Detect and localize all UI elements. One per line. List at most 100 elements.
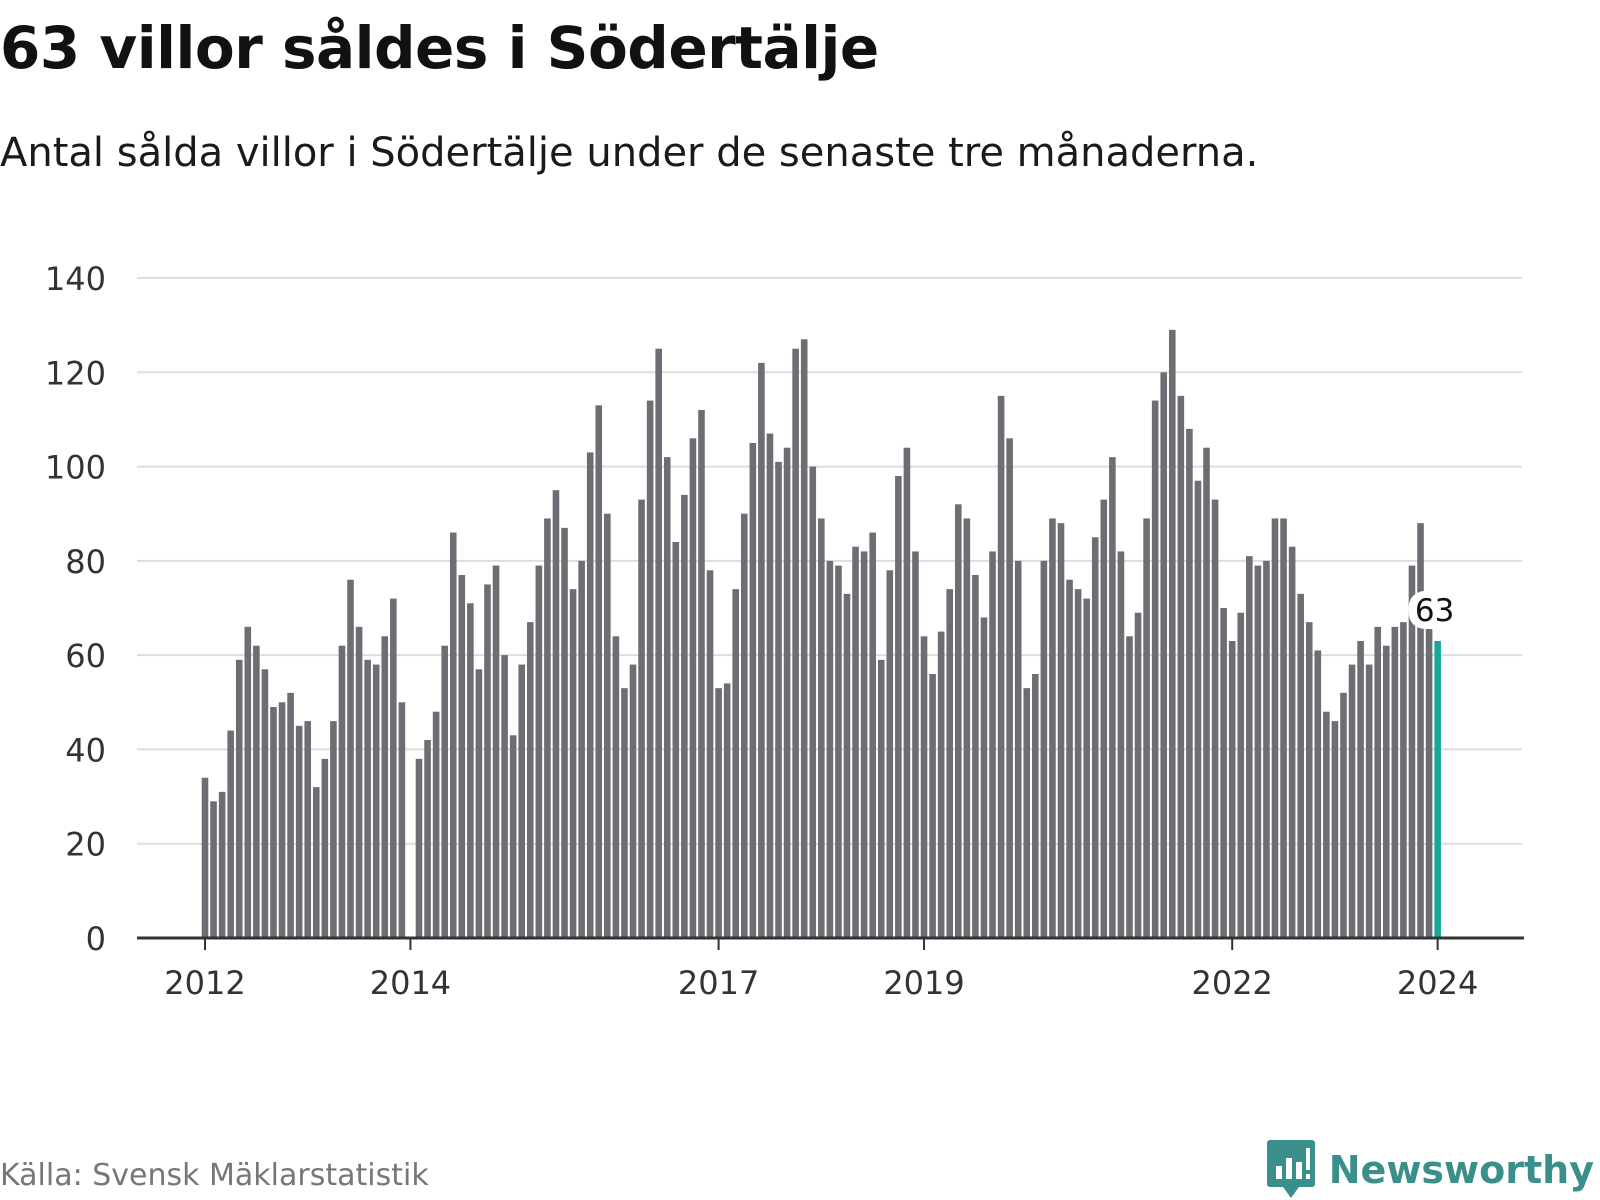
bar: [835, 565, 842, 938]
x-tick-label: 2019: [883, 964, 964, 1002]
bar: [227, 730, 234, 938]
bar: [1109, 457, 1116, 938]
bar: [287, 692, 294, 938]
bar: [330, 721, 337, 938]
bar: [843, 593, 851, 938]
bar: [877, 659, 885, 938]
x-tick-label: 2014: [370, 964, 451, 1002]
bar: [655, 348, 662, 939]
x-tick-label: 2012: [164, 964, 245, 1002]
bar: [1100, 499, 1108, 938]
y-tick-label: 120: [45, 354, 106, 392]
bar: [210, 801, 217, 938]
bar: [1288, 546, 1296, 938]
bar: [663, 457, 671, 938]
bar: [295, 725, 303, 938]
bar: [509, 735, 517, 938]
bar: [860, 551, 868, 938]
bar: [526, 622, 534, 938]
bar: [1091, 537, 1099, 938]
bar: [424, 740, 431, 938]
callout-background: [1408, 591, 1461, 629]
bar: [980, 617, 988, 938]
bar: [997, 395, 1005, 938]
bar: [1032, 674, 1039, 938]
y-axis: 0 20 40 60 80 100 120 140: [45, 260, 106, 958]
bar: [1220, 608, 1227, 938]
highlight-callout: 63: [1408, 591, 1461, 629]
bar: [218, 791, 226, 938]
bar: [723, 683, 731, 938]
bar: [903, 447, 911, 938]
bar: [766, 433, 774, 938]
bar: [398, 702, 406, 938]
bar: [1417, 523, 1424, 938]
bar: [1323, 711, 1330, 938]
bar: [1365, 664, 1373, 938]
brand-logo[interactable]: Newsworthy: [1266, 1140, 1594, 1200]
bar: [1074, 589, 1082, 938]
bar: [355, 626, 363, 938]
bar: [929, 674, 936, 938]
bar: [800, 339, 808, 938]
bar: [1023, 688, 1031, 938]
bar: [535, 565, 543, 938]
bar: [595, 405, 603, 938]
x-tick-label: 2017: [678, 964, 759, 1002]
bar: [458, 575, 466, 938]
bar: [809, 466, 817, 938]
bar: [244, 626, 252, 938]
bar: [1049, 518, 1056, 938]
bar: [484, 584, 491, 938]
bar: [1340, 692, 1347, 938]
bar: [963, 518, 971, 938]
bar: [1357, 641, 1364, 938]
bar: [1271, 518, 1279, 938]
y-tick-label: 40: [65, 731, 106, 769]
bar: [1151, 400, 1159, 938]
bar: [304, 721, 312, 938]
bar: [475, 669, 483, 938]
bar: [390, 598, 397, 938]
bar: [698, 410, 705, 938]
bar: [1014, 560, 1022, 938]
bar: [1382, 645, 1390, 938]
chart-subtitle: Antal sålda villor i Södertälje under de…: [0, 130, 1259, 176]
bar: [1280, 518, 1287, 938]
bar: [1126, 636, 1133, 938]
bar: [954, 504, 962, 938]
bar: [783, 447, 791, 938]
bar: [1134, 612, 1142, 938]
bar: [1211, 499, 1219, 938]
bar: [1117, 551, 1125, 938]
bar: [441, 645, 448, 938]
bar: [629, 664, 637, 938]
bar: [946, 589, 954, 938]
bar: [1348, 664, 1356, 938]
bars: [201, 329, 1441, 939]
bar: [338, 645, 346, 938]
bar: [1040, 560, 1048, 938]
bar: [235, 659, 243, 938]
y-tick-label: 80: [65, 543, 106, 581]
bar: [1083, 598, 1090, 938]
bar: [552, 490, 560, 938]
bar: [937, 631, 945, 938]
bar: [1237, 612, 1245, 938]
bar: [604, 513, 611, 938]
bar: [681, 494, 688, 938]
bar: [1408, 565, 1416, 938]
bar: [1194, 480, 1202, 938]
bar: [818, 518, 825, 938]
bar: [732, 589, 740, 938]
bar: [826, 560, 834, 938]
bar: [201, 777, 209, 938]
bar: [381, 636, 389, 938]
bar: [578, 560, 585, 938]
bar: [638, 499, 645, 938]
y-tick-label: 60: [65, 637, 106, 675]
bar: [1254, 565, 1262, 938]
bar: [1374, 626, 1382, 938]
bar: [569, 589, 577, 938]
bar: [364, 659, 371, 938]
